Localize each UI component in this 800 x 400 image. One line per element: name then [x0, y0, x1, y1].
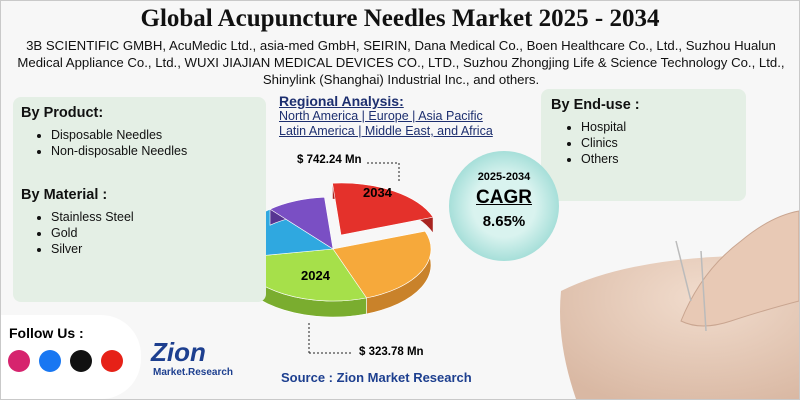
year-label: 2034	[363, 185, 392, 200]
segments-panel	[13, 97, 266, 302]
title: Global Acupuncture Needles Market 2025 -…	[140, 5, 660, 32]
regional-section: Regional Analysis: North America | Europ…	[279, 94, 493, 139]
list-item: Non-disposable Needles	[51, 143, 187, 159]
value-label: $ 323.78 Mn	[359, 346, 424, 358]
section-title: Regional Analysis:	[279, 93, 404, 109]
pie-slice	[269, 196, 334, 250]
needle	[675, 240, 692, 302]
logo-name: Zion	[151, 337, 206, 367]
list-item: Silver	[51, 241, 134, 257]
follow-label: Follow Us :	[9, 325, 84, 341]
section-title: By Material :	[21, 187, 108, 203]
year-label: 2024	[301, 268, 330, 283]
region-line: Latin America | Middle East, and Africa	[279, 124, 493, 138]
section-title: By End-use :	[551, 97, 640, 113]
end-use-panel	[541, 89, 746, 201]
list-item: Stainless Steel	[51, 209, 134, 225]
follow-panel: Follow Us :	[1, 315, 141, 399]
hand	[680, 210, 799, 327]
list-item: Clinics	[581, 135, 640, 151]
list-item: Hospital	[581, 119, 640, 135]
material-section: By Material : Stainless SteelGoldSilver	[21, 187, 134, 257]
list-item: Disposable Needles	[51, 127, 187, 143]
region-line: North America | Europe | Asia Pacific	[279, 109, 483, 123]
pie-slice	[332, 230, 432, 299]
youtube-icon[interactable]	[101, 350, 123, 372]
cagr-value: 8.65%	[482, 213, 526, 230]
pie-slice	[332, 182, 434, 236]
companies: 3B SCIENTIFIC GMBH, AcuMedic Ltd., asia-…	[17, 38, 785, 87]
cagr-badge: 2025-2034 CAGR 8.65%	[449, 151, 559, 261]
source: Source : Zion Market Research	[281, 370, 472, 385]
list-item: Gold	[51, 225, 134, 241]
needle	[700, 250, 707, 332]
facebook-icon[interactable]	[39, 350, 61, 372]
x-icon[interactable]	[70, 350, 92, 372]
list-item: Others	[581, 151, 640, 167]
social-icons	[8, 350, 123, 372]
end-use-section: By End-use : HospitalClinicsOthers	[551, 97, 640, 167]
cagr-label: CAGR	[476, 187, 532, 208]
product-section: By Product: Disposable NeedlesNon-dispos…	[21, 105, 187, 159]
cagr-period: 2025-2034	[477, 171, 531, 183]
section-title: By Product:	[21, 105, 104, 121]
instagram-icon[interactable]	[8, 350, 30, 372]
value-label: $ 742.24 Mn	[297, 154, 362, 166]
logo-sub: Market.Research	[153, 367, 234, 378]
